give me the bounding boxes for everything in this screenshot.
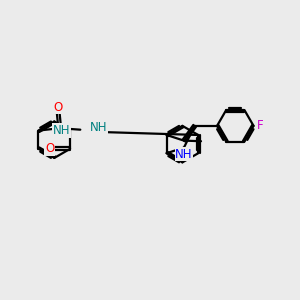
Text: O: O (54, 100, 63, 113)
Text: O: O (45, 142, 54, 155)
Text: NH: NH (175, 148, 193, 160)
Text: NH: NH (52, 124, 70, 137)
Text: F: F (257, 119, 263, 132)
Text: NH: NH (90, 122, 107, 134)
